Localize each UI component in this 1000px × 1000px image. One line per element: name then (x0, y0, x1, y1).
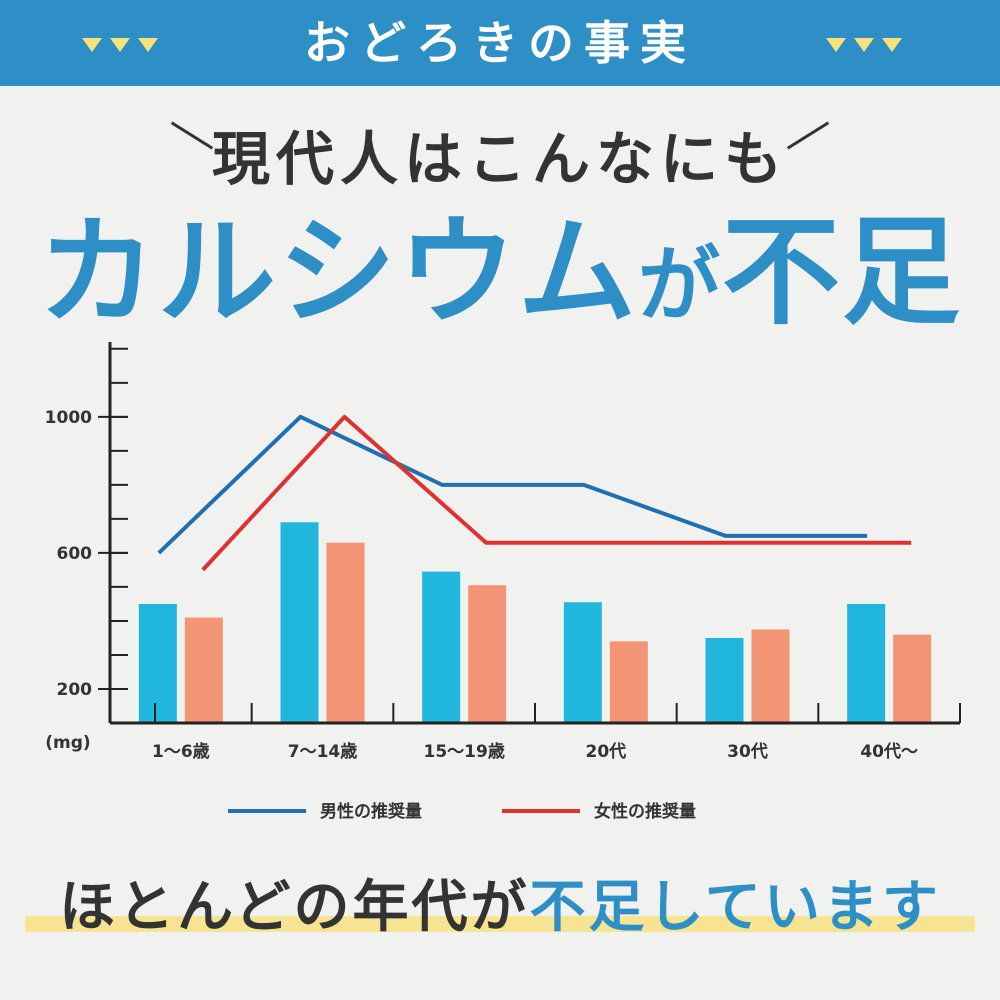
female-bar (893, 634, 932, 723)
y-tick-label: 1000 (45, 408, 92, 428)
right-triangles (826, 38, 902, 52)
x-tick-label: 40代～ (860, 741, 918, 762)
male-bar (280, 522, 319, 723)
male-bar (422, 571, 461, 723)
headline-line1: 現代人はこんなにも (211, 125, 788, 193)
male-bar (847, 603, 886, 723)
male-bar (563, 602, 602, 723)
female-line (201, 414, 912, 572)
headline-main: カルシウム (37, 203, 638, 341)
x-tick-label: 1～6歳 (152, 741, 210, 762)
legend-label: 男性の推奨量 (320, 801, 422, 822)
triangle-icon (82, 38, 102, 52)
headline-line2: カルシウムが不足 (0, 176, 1000, 347)
x-tick-label: 7～14歳 (288, 741, 358, 762)
footer-message: ほとんどの年代が不足しています (0, 862, 1000, 943)
x-tick-label: 20代 (585, 741, 626, 762)
female-bar (751, 629, 790, 723)
female-bar (468, 585, 507, 723)
triangle-icon (882, 38, 902, 52)
headline-particle: が (637, 238, 722, 333)
male-bar (705, 637, 744, 723)
triangle-icon (826, 38, 846, 52)
triangle-icon (138, 38, 158, 52)
headline-accent: 不足 (722, 203, 963, 341)
male-line (157, 414, 868, 555)
female-bar (609, 641, 648, 723)
female-bar (326, 542, 365, 723)
y-tick-label: 600 (57, 544, 93, 564)
x-tick-label: 30代 (727, 741, 768, 762)
legend-label: 女性の推奨量 (594, 801, 696, 822)
triangle-icon (854, 38, 874, 52)
calcium-chart: 200 600 1000 (mg) 1～6歳 7～14歳 15～19歳 20代 30代 40代～ 男… (45, 342, 961, 822)
footer-highlight (25, 916, 975, 932)
left-triangles (82, 38, 158, 52)
triangle-icon (110, 38, 130, 52)
banner-title: おどろきの事実 (304, 16, 696, 70)
y-tick-label: 200 (57, 680, 93, 700)
male-bar (138, 603, 177, 723)
female-bar (184, 617, 223, 723)
x-tick-label: 15～19歳 (424, 741, 505, 762)
footer-accent: 不足しています (529, 875, 941, 940)
footer-main: ほとんどの年代が (59, 875, 530, 940)
y-unit-label: (mg) (45, 733, 90, 753)
